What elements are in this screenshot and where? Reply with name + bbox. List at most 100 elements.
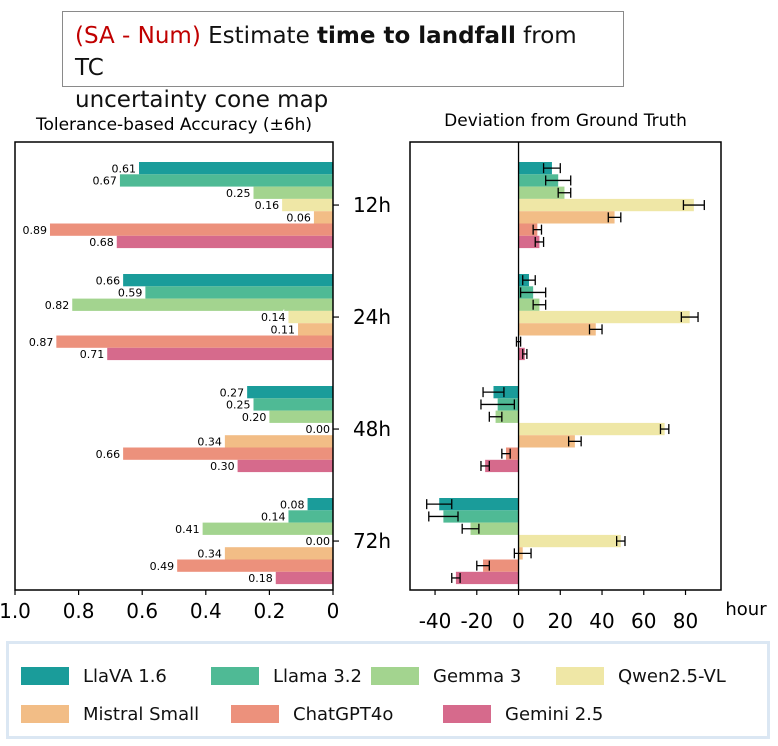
accuracy-plot-frame bbox=[14, 141, 334, 591]
acc-bar-llava-1-6-12h bbox=[139, 162, 333, 175]
title-bold: time to landfall bbox=[317, 23, 516, 49]
acc-xtick-label-0: 1.0 bbox=[0, 599, 31, 623]
legend-item-llama-3-2: Llama 3.2 bbox=[211, 665, 362, 687]
category-label-12h: 12h bbox=[353, 193, 391, 217]
acc-bar-gemma-3-24h bbox=[72, 298, 334, 311]
acc-bar-gemma-3-12h bbox=[253, 186, 333, 199]
acc-label-llava-1-6-24h: 0.66 bbox=[96, 274, 121, 287]
acc-label-gemini-2-5-12h: 0.68 bbox=[89, 236, 114, 249]
acc-label-mistral-small-48h: 0.34 bbox=[197, 436, 222, 449]
dev-bar-llava-1-6-72h bbox=[439, 498, 519, 511]
acc-xtick-label-2: 0.6 bbox=[126, 599, 158, 623]
legend-swatch-llava-1-6 bbox=[21, 667, 69, 685]
dev-bar-gemma-3-12h bbox=[518, 186, 565, 199]
dev-bar-chatgpt4o-48h bbox=[506, 447, 519, 460]
acc-label-qwen2-5-vl-72h: 0.00 bbox=[306, 535, 331, 548]
acc-label-gemma-3-48h: 0.20 bbox=[242, 411, 267, 424]
acc-label-chatgpt4o-12h: 0.89 bbox=[22, 224, 47, 237]
dev-bar-mistral-small-24h bbox=[518, 323, 596, 336]
acc-bar-gemma-3-48h bbox=[269, 410, 333, 423]
acc-bar-mistral-small-24h bbox=[298, 323, 333, 336]
acc-label-mistral-small-24h: 0.11 bbox=[271, 324, 296, 337]
dev-bar-mistral-small-12h bbox=[518, 211, 615, 224]
legend-item-mistral-small: Mistral Small bbox=[21, 703, 199, 725]
acc-label-mistral-small-72h: 0.34 bbox=[197, 548, 222, 561]
category-label-24h: 24h bbox=[353, 305, 391, 329]
acc-bar-llama-3-2-12h bbox=[119, 174, 333, 187]
acc-bar-mistral-small-12h bbox=[313, 211, 333, 224]
dev-bar-llama-3-2-12h bbox=[518, 174, 559, 187]
legend-swatch-gemini-2-5 bbox=[443, 705, 491, 723]
acc-label-llama-3-2-72h: 0.14 bbox=[261, 511, 286, 524]
title-tag: (SA - Num) bbox=[75, 23, 201, 49]
deviation-plot-frame bbox=[409, 141, 722, 591]
acc-label-gemma-3-24h: 0.82 bbox=[45, 299, 70, 312]
title-part1: Estimate bbox=[200, 23, 318, 49]
acc-bar-chatgpt4o-48h bbox=[123, 447, 334, 460]
legend-item-llava-1-6: LlaVA 1.6 bbox=[21, 665, 167, 687]
dev-bar-mistral-small-48h bbox=[518, 435, 575, 448]
acc-label-gemini-2-5-72h: 0.18 bbox=[248, 572, 273, 585]
acc-label-llama-3-2-12h: 0.67 bbox=[92, 175, 117, 188]
legend-item-gemma-3: Gemma 3 bbox=[371, 665, 521, 687]
acc-bar-llava-1-6-72h bbox=[307, 498, 333, 511]
acc-bar-llama-3-2-72h bbox=[288, 510, 333, 523]
acc-label-qwen2-5-vl-48h: 0.00 bbox=[306, 423, 331, 436]
acc-bar-qwen2-5-vl-12h bbox=[282, 198, 333, 212]
charts-svg: Tolerance-based Accuracy (±6h) 0.610.67 0.… bbox=[0, 111, 767, 633]
acc-xtick-label-4: 0.2 bbox=[253, 599, 285, 623]
acc-bar-gemini-2-5-12h bbox=[116, 235, 333, 249]
acc-label-llava-1-6-72h: 0.08 bbox=[280, 498, 305, 511]
acc-label-llama-3-2-48h: 0.25 bbox=[226, 399, 251, 412]
legend-label-gemini-2-5: Gemini 2.5 bbox=[505, 703, 604, 725]
legend-label-llava-1-6: LlaVA 1.6 bbox=[83, 665, 167, 687]
title-line2: uncertainty cone map bbox=[75, 87, 329, 113]
acc-label-chatgpt4o-24h: 0.87 bbox=[29, 336, 54, 349]
acc-label-llava-1-6-48h: 0.27 bbox=[220, 386, 245, 399]
title-part2: from TC bbox=[75, 23, 577, 81]
dev-bar-qwen2-5-vl-24h bbox=[518, 310, 690, 324]
acc-bar-mistral-small-48h bbox=[224, 435, 333, 448]
legend-label-gemma-3: Gemma 3 bbox=[433, 665, 522, 687]
legend-swatch-chatgpt4o bbox=[231, 705, 279, 723]
deviation-xlabel: hour bbox=[725, 599, 767, 620]
legend-item-qwen2-5-vl: Qwen2.5-VL bbox=[556, 665, 726, 687]
legend-label-mistral-small: Mistral Small bbox=[83, 703, 200, 725]
legend-swatch-qwen2-5-vl bbox=[556, 667, 604, 685]
dev-bar-qwen2-5-vl-72h bbox=[518, 534, 621, 548]
dev-xtick-label-6: 80 bbox=[673, 609, 698, 633]
acc-bar-chatgpt4o-12h bbox=[49, 223, 333, 236]
acc-label-llama-3-2-24h: 0.59 bbox=[118, 287, 143, 300]
acc-bar-llava-1-6-48h bbox=[247, 386, 333, 399]
dev-bar-gemini-2-5-12h bbox=[518, 235, 540, 249]
acc-bar-gemini-2-5-48h bbox=[237, 459, 333, 473]
acc-bar-chatgpt4o-24h bbox=[56, 335, 334, 348]
acc-xtick-label-1: 0.8 bbox=[63, 599, 95, 623]
dev-xtick-label-2: 0 bbox=[512, 609, 525, 633]
figure-title: (SA - Num) Estimate time to landfall fro… bbox=[62, 11, 624, 113]
dev-bar-gemma-3-72h bbox=[470, 522, 519, 535]
acc-label-gemini-2-5-24h: 0.71 bbox=[80, 348, 105, 361]
acc-bar-llama-3-2-48h bbox=[253, 398, 333, 411]
dev-bar-qwen2-5-vl-12h bbox=[518, 198, 694, 212]
dev-bar-qwen2-5-vl-48h bbox=[518, 422, 665, 436]
acc-label-gemma-3-12h: 0.25 bbox=[226, 187, 251, 200]
acc-bar-gemini-2-5-24h bbox=[107, 347, 333, 361]
dev-xtick-label-5: 60 bbox=[631, 609, 656, 633]
deviation-chart-title: Deviation from Ground Truth bbox=[444, 111, 687, 131]
legend-label-llama-3-2: Llama 3.2 bbox=[273, 665, 362, 687]
category-label-48h: 48h bbox=[353, 417, 391, 441]
dev-bar-gemma-3-24h bbox=[518, 298, 540, 311]
acc-bar-gemma-3-72h bbox=[202, 522, 333, 535]
legend-item-chatgpt4o: ChatGPT4o bbox=[231, 703, 393, 725]
accuracy-chart-title: Tolerance-based Accuracy (±6h) bbox=[35, 115, 312, 135]
acc-label-qwen2-5-vl-24h: 0.14 bbox=[261, 311, 286, 324]
dev-bar-gemini-2-5-24h bbox=[518, 347, 525, 361]
legend-label-chatgpt4o: ChatGPT4o bbox=[293, 703, 394, 725]
legend-label-qwen2-5-vl: Qwen2.5-VL bbox=[618, 665, 726, 687]
legend-swatch-mistral-small bbox=[21, 705, 69, 723]
dev-bar-gemini-2-5-48h bbox=[485, 459, 519, 473]
legend-swatch-gemma-3 bbox=[371, 667, 419, 685]
acc-bar-qwen2-5-vl-24h bbox=[288, 310, 333, 324]
legend: LlaVA 1.6 Llama 3.2 Gemma 3 Qwen2.5-VL Mistr… bbox=[6, 641, 770, 739]
